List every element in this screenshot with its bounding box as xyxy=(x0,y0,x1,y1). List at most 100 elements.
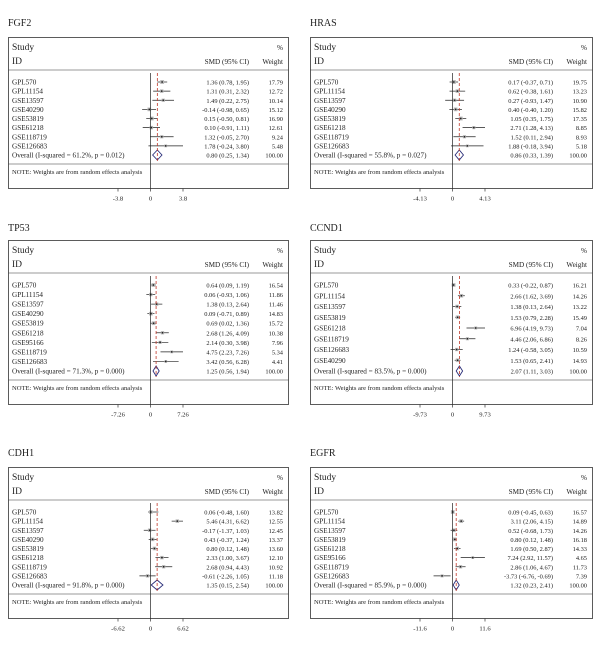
overall-weight-text: 100.00 xyxy=(569,369,587,376)
study-row: GSE53819 0.69 (0.02, 1.36) 15.72 xyxy=(12,320,283,328)
point-estimate xyxy=(152,322,155,325)
study-label: GSE40290 xyxy=(12,310,44,318)
point-estimate xyxy=(164,360,167,363)
study-label: GSE61218 xyxy=(12,329,44,337)
study-row: GSE40290 0.40 (-0.40, 1.20) 15.82 xyxy=(314,106,587,114)
point-estimate xyxy=(441,574,443,577)
panel-border xyxy=(8,37,289,189)
point-estimate xyxy=(176,520,179,523)
x-tick-label: -6.62 xyxy=(111,626,125,633)
study-row: GPL11154 2.66 (1.62, 3.69) 14.26 xyxy=(314,292,587,300)
point-estimate xyxy=(466,337,469,340)
study-weight-text: 19.75 xyxy=(573,80,587,87)
forest-panel-tp53: TP53 Study ID% SMD (95% CI) Weight GPL570 0.64… xyxy=(8,223,289,419)
header-study: Study xyxy=(314,43,336,53)
study-row: GSE61218 2.71 (1.28, 4.13) 8.85 xyxy=(314,124,587,132)
x-tick-label: 3.8 xyxy=(179,196,188,203)
point-estimate xyxy=(150,117,153,120)
study-ci-text: 6.96 (4.19, 9.73) xyxy=(510,326,553,333)
study-label: GPL570 xyxy=(12,79,37,87)
header-study: Study xyxy=(314,246,336,256)
study-row: GSE95166 2.14 (0.30, 3.98) 7.96 xyxy=(12,339,283,347)
study-label: GSE40290 xyxy=(12,106,44,114)
point-estimate xyxy=(162,565,165,568)
header-id: ID xyxy=(12,260,22,270)
point-estimate xyxy=(453,99,456,102)
x-tick-label: 0 xyxy=(451,412,455,419)
study-row: GSE118719 1.52 (0.11, 2.94) 8.93 xyxy=(314,133,587,141)
header-weight: Weight xyxy=(262,261,283,269)
study-row: GSE61218 2.33 (1.00, 3.67) 12.10 xyxy=(12,554,283,562)
study-label: GPL11154 xyxy=(12,88,43,96)
study-ci-text: 1.38 (0.13, 2.64) xyxy=(510,304,553,311)
study-row: GSE13597 -0.17 (-1.37, 1.03) 12.45 xyxy=(12,527,283,535)
study-row: GSE118719 2.68 (0.94, 4.43) 10.92 xyxy=(12,563,283,571)
study-ci-text: 2.66 (1.62, 3.69) xyxy=(510,293,553,300)
study-weight-text: 8.26 xyxy=(576,336,587,343)
header-percent: % xyxy=(581,474,587,482)
point-estimate xyxy=(460,294,463,297)
weights-note: NOTE: Weights are from random effects an… xyxy=(314,169,445,176)
study-ci-text: -0.14 (-0.98, 0.65) xyxy=(202,107,249,114)
study-row: GSE61218 0.10 (-0.91, 1.11) 12.61 xyxy=(12,124,283,132)
x-tick-label: -11.6 xyxy=(413,626,427,633)
study-weight-text: 14.89 xyxy=(573,519,587,526)
study-label: GSE53819 xyxy=(314,115,346,123)
overall-label: Overall (I-squared = 55.8%, p = 0.027) xyxy=(314,152,427,160)
study-row: GSE13597 0.52 (-0.68, 1.73) 14.26 xyxy=(314,527,587,535)
study-ci-text: 0.09 (-0.71, 0.89) xyxy=(204,311,249,318)
study-weight-text: 16.57 xyxy=(573,510,588,517)
study-ci-text: 2.68 (1.26, 4.09) xyxy=(206,330,249,337)
header-effect: SMD (95% CI) xyxy=(205,488,250,496)
study-ci-text: 1.78 (-0.24, 3.80) xyxy=(204,143,249,150)
study-weight-text: 7.39 xyxy=(576,573,587,580)
study-label: GPL11154 xyxy=(12,518,43,526)
x-tick-label: -3.8 xyxy=(113,196,124,203)
forest-panel-egfr: EGFR Study ID% SMD (95% CI) Weight GPL570 0.09… xyxy=(310,448,593,633)
header-weight: Weight xyxy=(566,488,587,496)
study-row: GSE118719 4.75 (2.23, 7.26) 5.34 xyxy=(12,348,284,356)
study-label: GSE53819 xyxy=(12,320,44,328)
study-weight-text: 5.34 xyxy=(272,349,284,356)
study-ci-text: 0.40 (-0.40, 1.20) xyxy=(508,107,553,114)
study-weight-text: 15.82 xyxy=(573,107,587,114)
study-ci-text: -3.73 (-6.76, -0.69) xyxy=(504,573,553,580)
study-row: GPL11154 1.31 (0.31, 2.32) 12.72 xyxy=(12,88,283,96)
study-row: GPL570 1.36 (0.78, 1.95) 17.79 xyxy=(12,79,283,87)
point-estimate xyxy=(454,108,457,111)
panel-title: TP53 xyxy=(8,223,30,234)
study-weight-text: 10.90 xyxy=(573,98,587,105)
header-study: Study xyxy=(314,473,336,483)
x-tick-label: 0 xyxy=(451,196,455,203)
x-tick-label: 0 xyxy=(149,412,153,419)
study-weight-text: 9.24 xyxy=(272,134,284,141)
study-label: GSE13597 xyxy=(314,527,346,535)
study-ci-text: 1.36 (0.78, 1.95) xyxy=(206,80,249,87)
study-row: GSE126683 3.42 (0.56, 6.28) 4.41 xyxy=(12,358,283,366)
study-label: GSE95166 xyxy=(314,554,346,562)
weights-note: NOTE: Weights are from random effects an… xyxy=(12,169,143,176)
study-ci-text: 7.24 (2.92, 11.57) xyxy=(507,555,553,562)
study-weight-text: 16.18 xyxy=(573,537,587,544)
x-tick-label: -4.13 xyxy=(413,196,427,203)
point-estimate xyxy=(160,135,163,138)
study-weight-text: 8.85 xyxy=(576,125,587,132)
point-estimate xyxy=(152,284,155,286)
weights-note: NOTE: Weights are from random effects an… xyxy=(314,599,445,606)
header-percent: % xyxy=(581,247,587,255)
study-weight-text: 4.41 xyxy=(272,359,283,366)
study-row: GSE126683 1.78 (-0.24, 3.80) 5.48 xyxy=(12,142,283,150)
study-row: GSE53819 1.53 (0.79, 2.28) 15.49 xyxy=(314,314,587,322)
header-study: Study xyxy=(12,43,34,53)
x-tick-label: 7.26 xyxy=(177,412,189,419)
study-label: GSE118719 xyxy=(314,133,349,141)
point-estimate xyxy=(463,135,466,138)
study-weight-text: 11.18 xyxy=(269,573,283,580)
study-label: GSE118719 xyxy=(314,335,349,343)
study-row: GSE53819 1.05 (0.35, 1.75) 17.35 xyxy=(314,115,587,123)
study-ci-text: 0.52 (-0.68, 1.73) xyxy=(508,528,553,535)
study-weight-text: 12.72 xyxy=(269,89,283,96)
header-weight: Weight xyxy=(566,261,587,269)
study-label: GSE13597 xyxy=(314,97,346,105)
